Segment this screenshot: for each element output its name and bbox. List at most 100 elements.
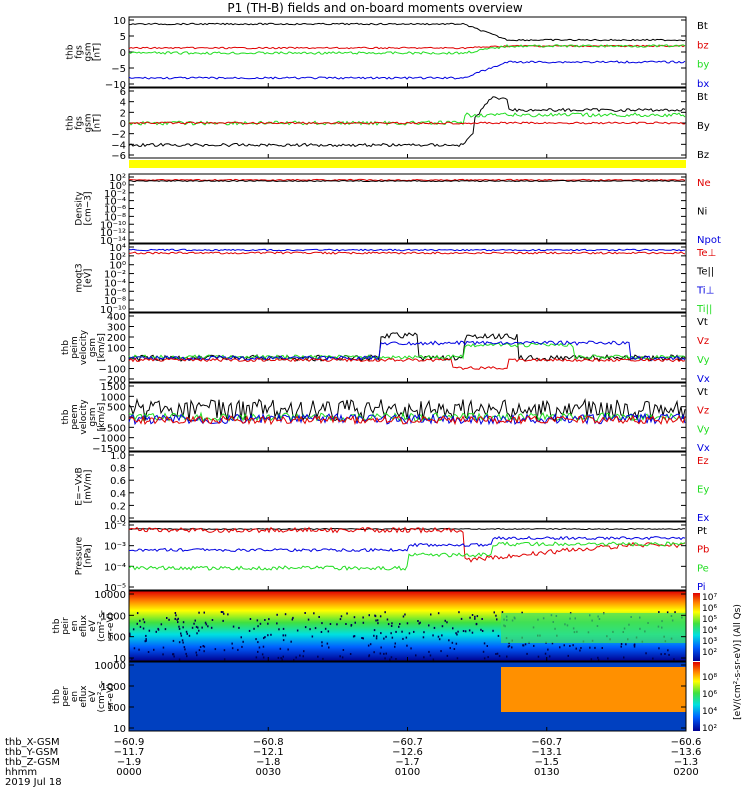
y-tick-label: 0 xyxy=(120,119,126,130)
spectrogram-pixel xyxy=(408,632,411,635)
spectrogram-pixel xyxy=(453,648,456,650)
legend-pressure: Pe xyxy=(697,563,709,574)
spectrogram-pixel xyxy=(311,635,314,638)
spectrogram-pixel xyxy=(242,640,244,643)
y-tick-label: 500 xyxy=(107,403,126,414)
legend-pvel: Vz xyxy=(697,336,709,347)
y-axis-label: fgs xyxy=(75,116,85,130)
spectrogram-pixel xyxy=(304,626,307,629)
spectrogram-pixel xyxy=(264,636,266,639)
panel-frame xyxy=(128,451,687,522)
axis-row-value: 0130 xyxy=(534,767,559,778)
spectrogram-pixel xyxy=(399,623,401,625)
spectrogram-pixel xyxy=(533,644,535,647)
spectrogram-pixel xyxy=(320,631,323,633)
spectrogram-pixel xyxy=(437,612,440,615)
spectrogram-pixel xyxy=(321,641,323,644)
spectrogram-pixel xyxy=(483,642,486,645)
spectrogram-pixel xyxy=(455,632,457,635)
legend-evel: Vy xyxy=(697,424,710,435)
y-axis-label: gsm xyxy=(84,42,94,61)
spectrogram-pixel xyxy=(432,658,435,661)
spectrogram-pixel xyxy=(471,631,474,634)
y-tick-label: 10⁻³ xyxy=(104,542,126,553)
spectrogram-pixel xyxy=(174,617,176,620)
y-axis-label: [nPa] xyxy=(84,544,94,567)
spectrogram-pixel xyxy=(313,612,315,615)
spectrogram-pixel xyxy=(481,630,484,632)
spectrogram-pixel xyxy=(268,618,270,621)
spectrogram-pixel xyxy=(303,650,305,653)
spectrogram-pixel xyxy=(422,636,425,639)
spectrogram-pixel xyxy=(182,621,185,624)
spectrogram-pixel xyxy=(186,655,188,658)
panel-frame xyxy=(128,173,687,244)
y-tick-label: 10⁻¹⁰ xyxy=(100,305,126,316)
colorbar-upper xyxy=(693,593,700,661)
y-tick-label: 10 xyxy=(113,724,126,735)
spectrogram-pixel xyxy=(136,612,139,615)
spectrogram-pixel xyxy=(185,630,188,633)
axis-row-value: 0030 xyxy=(256,767,281,778)
spectrogram-pixel xyxy=(164,628,167,631)
spectrogram-pixel xyxy=(633,645,636,648)
spectrogram-pixel xyxy=(625,643,627,646)
spectrogram-pixel xyxy=(394,642,396,645)
spectrogram-pixel xyxy=(462,630,465,632)
axis-row-label: thb_Z-GSM xyxy=(5,757,60,768)
spectrogram-pixel xyxy=(232,625,235,628)
spectrogram-pixel xyxy=(480,628,482,631)
spectrogram-pixel xyxy=(257,641,259,644)
y-tick-label: 300 xyxy=(107,323,126,334)
spectrogram-pixel xyxy=(138,648,140,651)
y-tick-label: −4 xyxy=(111,140,126,151)
spectrogram-pixel xyxy=(198,611,200,614)
legend-density: Ni xyxy=(697,207,707,218)
bz2-trace xyxy=(128,121,686,125)
panel-efield: 1.0 0.80.6 0.40.2 0.0 E=−VxB [mV/m] Ez Ey Ex xyxy=(75,451,710,525)
y-tick-label: 6 xyxy=(120,87,126,98)
spectrogram-pixel xyxy=(182,626,184,629)
spectrogram-pixel xyxy=(258,646,261,649)
spectrogram-pixel xyxy=(579,649,581,652)
spectrogram-pixel xyxy=(417,620,419,622)
spectrogram-pixel xyxy=(379,652,382,655)
y-axis-label: en xyxy=(70,620,80,631)
spectrogram-pixel xyxy=(353,616,356,619)
spectrogram-pixel xyxy=(660,653,662,656)
spectrogram-pixel xyxy=(227,613,229,616)
spectrogram-pixel xyxy=(317,655,319,658)
spectrogram-pixel xyxy=(441,634,443,637)
spectrogram-pixel xyxy=(449,647,451,650)
spectrogram-pixel xyxy=(432,634,434,637)
spectrogram-pixel xyxy=(176,618,178,621)
legend-temp: Ti|| xyxy=(696,304,712,315)
y-axis-label: thb xyxy=(52,618,62,633)
spectrogram-pixel xyxy=(623,656,625,659)
spectrogram-pixel xyxy=(203,650,205,653)
legend-temp: Te|| xyxy=(696,267,714,278)
spectrogram-pixel xyxy=(481,618,483,620)
axis-row-value: −1.5 xyxy=(535,757,559,768)
spectrogram-pixel xyxy=(350,624,353,626)
y-axis-label: thb xyxy=(66,115,76,130)
spectrogram-pixel xyxy=(287,648,289,651)
panel-fgs: 10 5 0 −5 −10 thb fgs gsm [nT] Bt bz by bx xyxy=(66,16,710,91)
spectrogram-pixel xyxy=(180,634,183,637)
spectrogram-pixel xyxy=(329,623,332,625)
colorbar-tick: 10² xyxy=(702,724,717,734)
spectrogram-pixel xyxy=(511,646,513,649)
pb-trace xyxy=(128,526,686,563)
y-axis-label: thb xyxy=(66,44,76,59)
spectrogram-pixel xyxy=(295,656,297,659)
y-tick-label: 10⁻¹⁰ xyxy=(100,220,126,231)
spectrogram-pixel xyxy=(162,653,164,656)
spectrogram-pixel xyxy=(322,657,324,660)
axis-row-value: −1.9 xyxy=(117,757,141,768)
spectrogram-pixel xyxy=(413,630,415,633)
y-tick-label: 10⁰ xyxy=(109,261,126,272)
spectrogram-pixel xyxy=(259,622,262,625)
spectrogram-pixel xyxy=(238,626,240,629)
spectrogram-pixel xyxy=(373,634,375,637)
y-tick-label: 1000 xyxy=(101,611,126,622)
